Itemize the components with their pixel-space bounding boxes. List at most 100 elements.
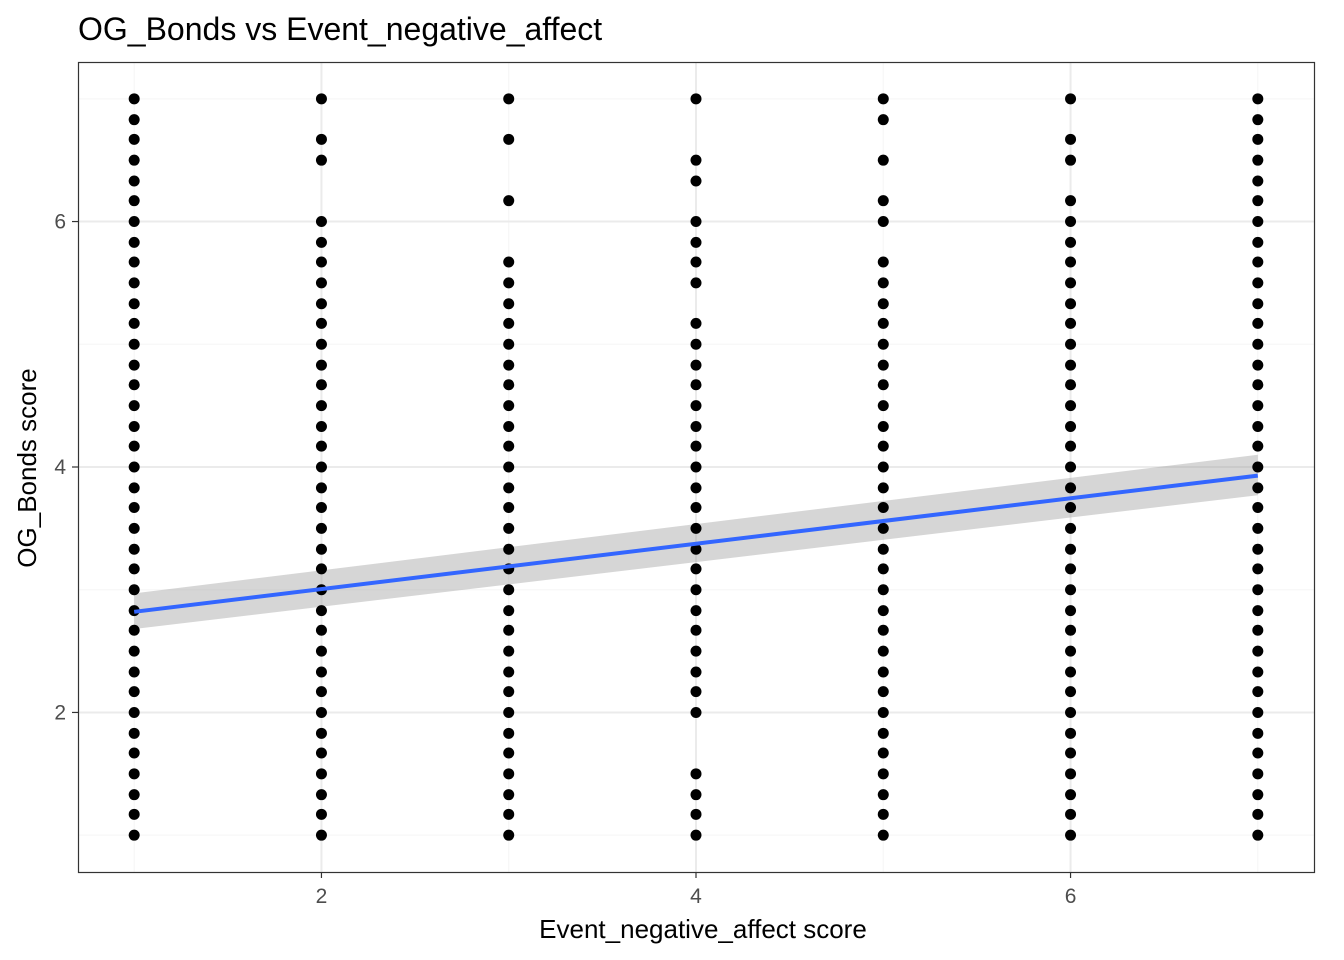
data-point [128,400,140,412]
points-layer [128,93,1264,841]
data-point [877,522,889,534]
data-point [877,706,889,718]
data-point [128,216,140,228]
data-point [503,666,515,678]
fit-line-layer [133,473,1259,614]
data-point [315,277,327,289]
data-point [690,421,702,432]
y-tick-label: 2 [54,701,66,724]
data-point [1065,256,1077,268]
data-point [877,298,889,310]
data-point [315,216,327,228]
data-point [1252,829,1264,841]
data-point [315,543,327,555]
data-point [128,175,140,187]
data-point [503,277,515,289]
data-point [1252,114,1264,126]
data-point [1065,543,1077,555]
data-point [1065,624,1077,636]
data-point [128,379,140,391]
data-point [1252,645,1264,657]
data-point [1252,706,1264,718]
data-point [690,338,702,350]
data-point [877,338,889,350]
data-point [128,624,140,636]
data-point [315,482,327,494]
data-point [128,829,140,841]
data-point [315,93,327,105]
data-point [1065,645,1077,657]
x-tick-label: 4 [690,885,702,908]
data-point [315,298,327,310]
data-point [1252,277,1264,289]
data-point [503,338,515,350]
data-point [315,645,327,657]
data-point [128,298,140,310]
data-point [1252,808,1264,820]
data-point [1252,421,1264,432]
data-point [1252,482,1264,494]
x-axis-title: Event_negative_affect score [539,914,867,944]
data-point [1252,440,1264,452]
data-point [690,317,702,329]
data-point [503,482,515,494]
data-point [1252,747,1264,759]
data-point [1252,789,1264,801]
data-point [1065,359,1077,371]
data-point [315,154,327,166]
data-point [503,522,515,534]
data-point [1252,624,1264,636]
data-point [503,789,515,801]
data-point [1252,584,1264,596]
data-point [877,543,889,555]
data-point [1252,400,1264,412]
data-point [877,379,889,391]
data-point [315,768,327,780]
data-point [315,236,327,248]
data-point [315,829,327,841]
data-point [503,768,515,780]
data-point [877,195,889,207]
data-point [315,317,327,329]
data-point [1065,808,1077,820]
data-point [1065,421,1077,432]
data-point [315,789,327,801]
data-point [877,747,889,759]
data-point [690,789,702,801]
data-point [690,277,702,289]
data-point [1252,502,1264,513]
data-point [877,421,889,432]
data-point [128,768,140,780]
data-point [877,216,889,228]
data-point [128,93,140,105]
data-point [690,624,702,636]
data-point [690,768,702,780]
data-point [503,543,515,555]
y-axis-title: OG_Bonds score [12,368,42,567]
data-point [128,317,140,329]
data-point [503,502,515,513]
data-point [877,93,889,105]
data-point [128,482,140,494]
data-point [503,359,515,371]
data-point [128,666,140,678]
data-point [128,727,140,739]
data-point [315,727,327,739]
data-point [877,114,889,126]
data-point [690,666,702,678]
data-point [503,195,515,207]
data-point [1065,133,1077,145]
data-point [1065,768,1077,780]
data-point [690,543,702,555]
data-point [1065,789,1077,801]
data-point [128,338,140,350]
data-point [128,502,140,513]
data-point [503,584,515,596]
data-point [690,359,702,371]
data-point [690,808,702,820]
data-point [877,482,889,494]
data-point [315,400,327,412]
x-tick-label: 6 [1065,885,1077,908]
data-point [315,502,327,513]
